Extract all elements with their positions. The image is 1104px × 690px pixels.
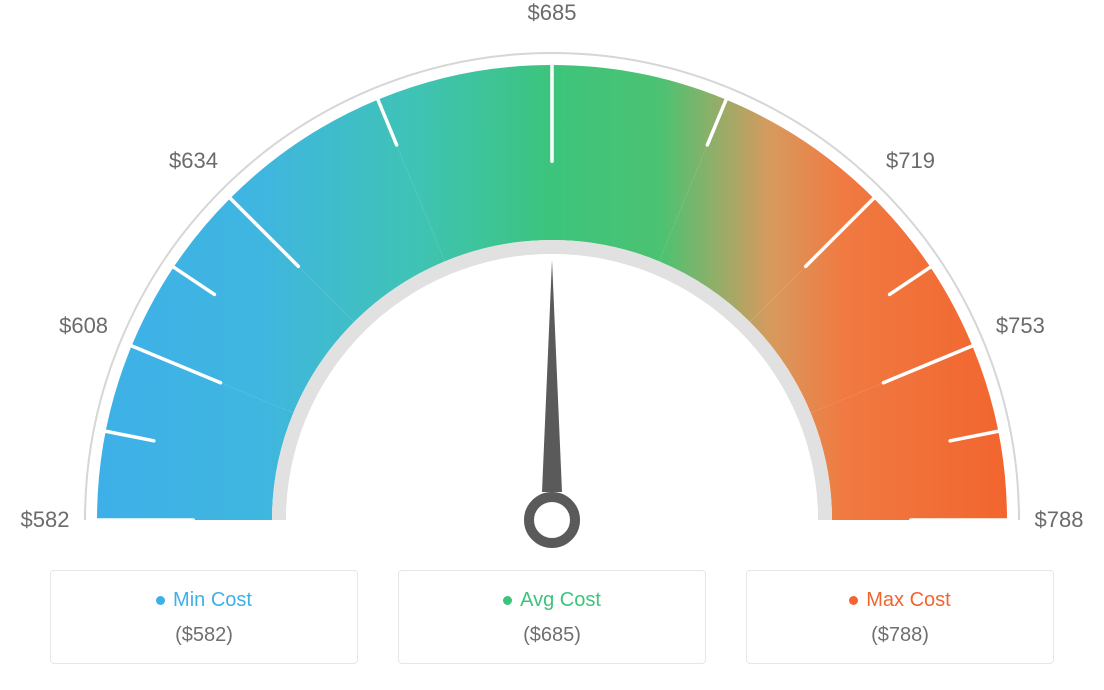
legend-dot-avg <box>503 596 512 605</box>
legend-dot-min <box>156 596 165 605</box>
legend-label-max: Max Cost <box>866 589 950 612</box>
legend-value-min: ($582) <box>61 624 347 647</box>
gauge-chart-container: $582 $608 $634 $685 $719 $753 $788 Min Cost ($… <box>0 0 1104 690</box>
gauge-tick-label: $719 <box>886 148 935 174</box>
gauge-tick-label: $753 <box>996 313 1045 339</box>
legend-row: Min Cost ($582) Avg Cost ($685) Max Cost… <box>50 570 1054 664</box>
legend-value-max: ($788) <box>757 624 1043 647</box>
legend-card-avg: Avg Cost ($685) <box>398 570 706 664</box>
legend-card-max: Max Cost ($788) <box>746 570 1054 664</box>
gauge-tick-label: $788 <box>1035 507 1084 533</box>
gauge-tick-label: $685 <box>528 0 577 26</box>
gauge-tick-label: $634 <box>169 148 218 174</box>
legend-label-min: Min Cost <box>173 589 252 612</box>
legend-dot-max <box>849 596 858 605</box>
gauge-tick-label: $582 <box>21 507 70 533</box>
legend-value-avg: ($685) <box>409 624 695 647</box>
legend-card-min: Min Cost ($582) <box>50 570 358 664</box>
legend-label-avg: Avg Cost <box>520 589 601 612</box>
gauge-tick-label: $608 <box>59 313 108 339</box>
